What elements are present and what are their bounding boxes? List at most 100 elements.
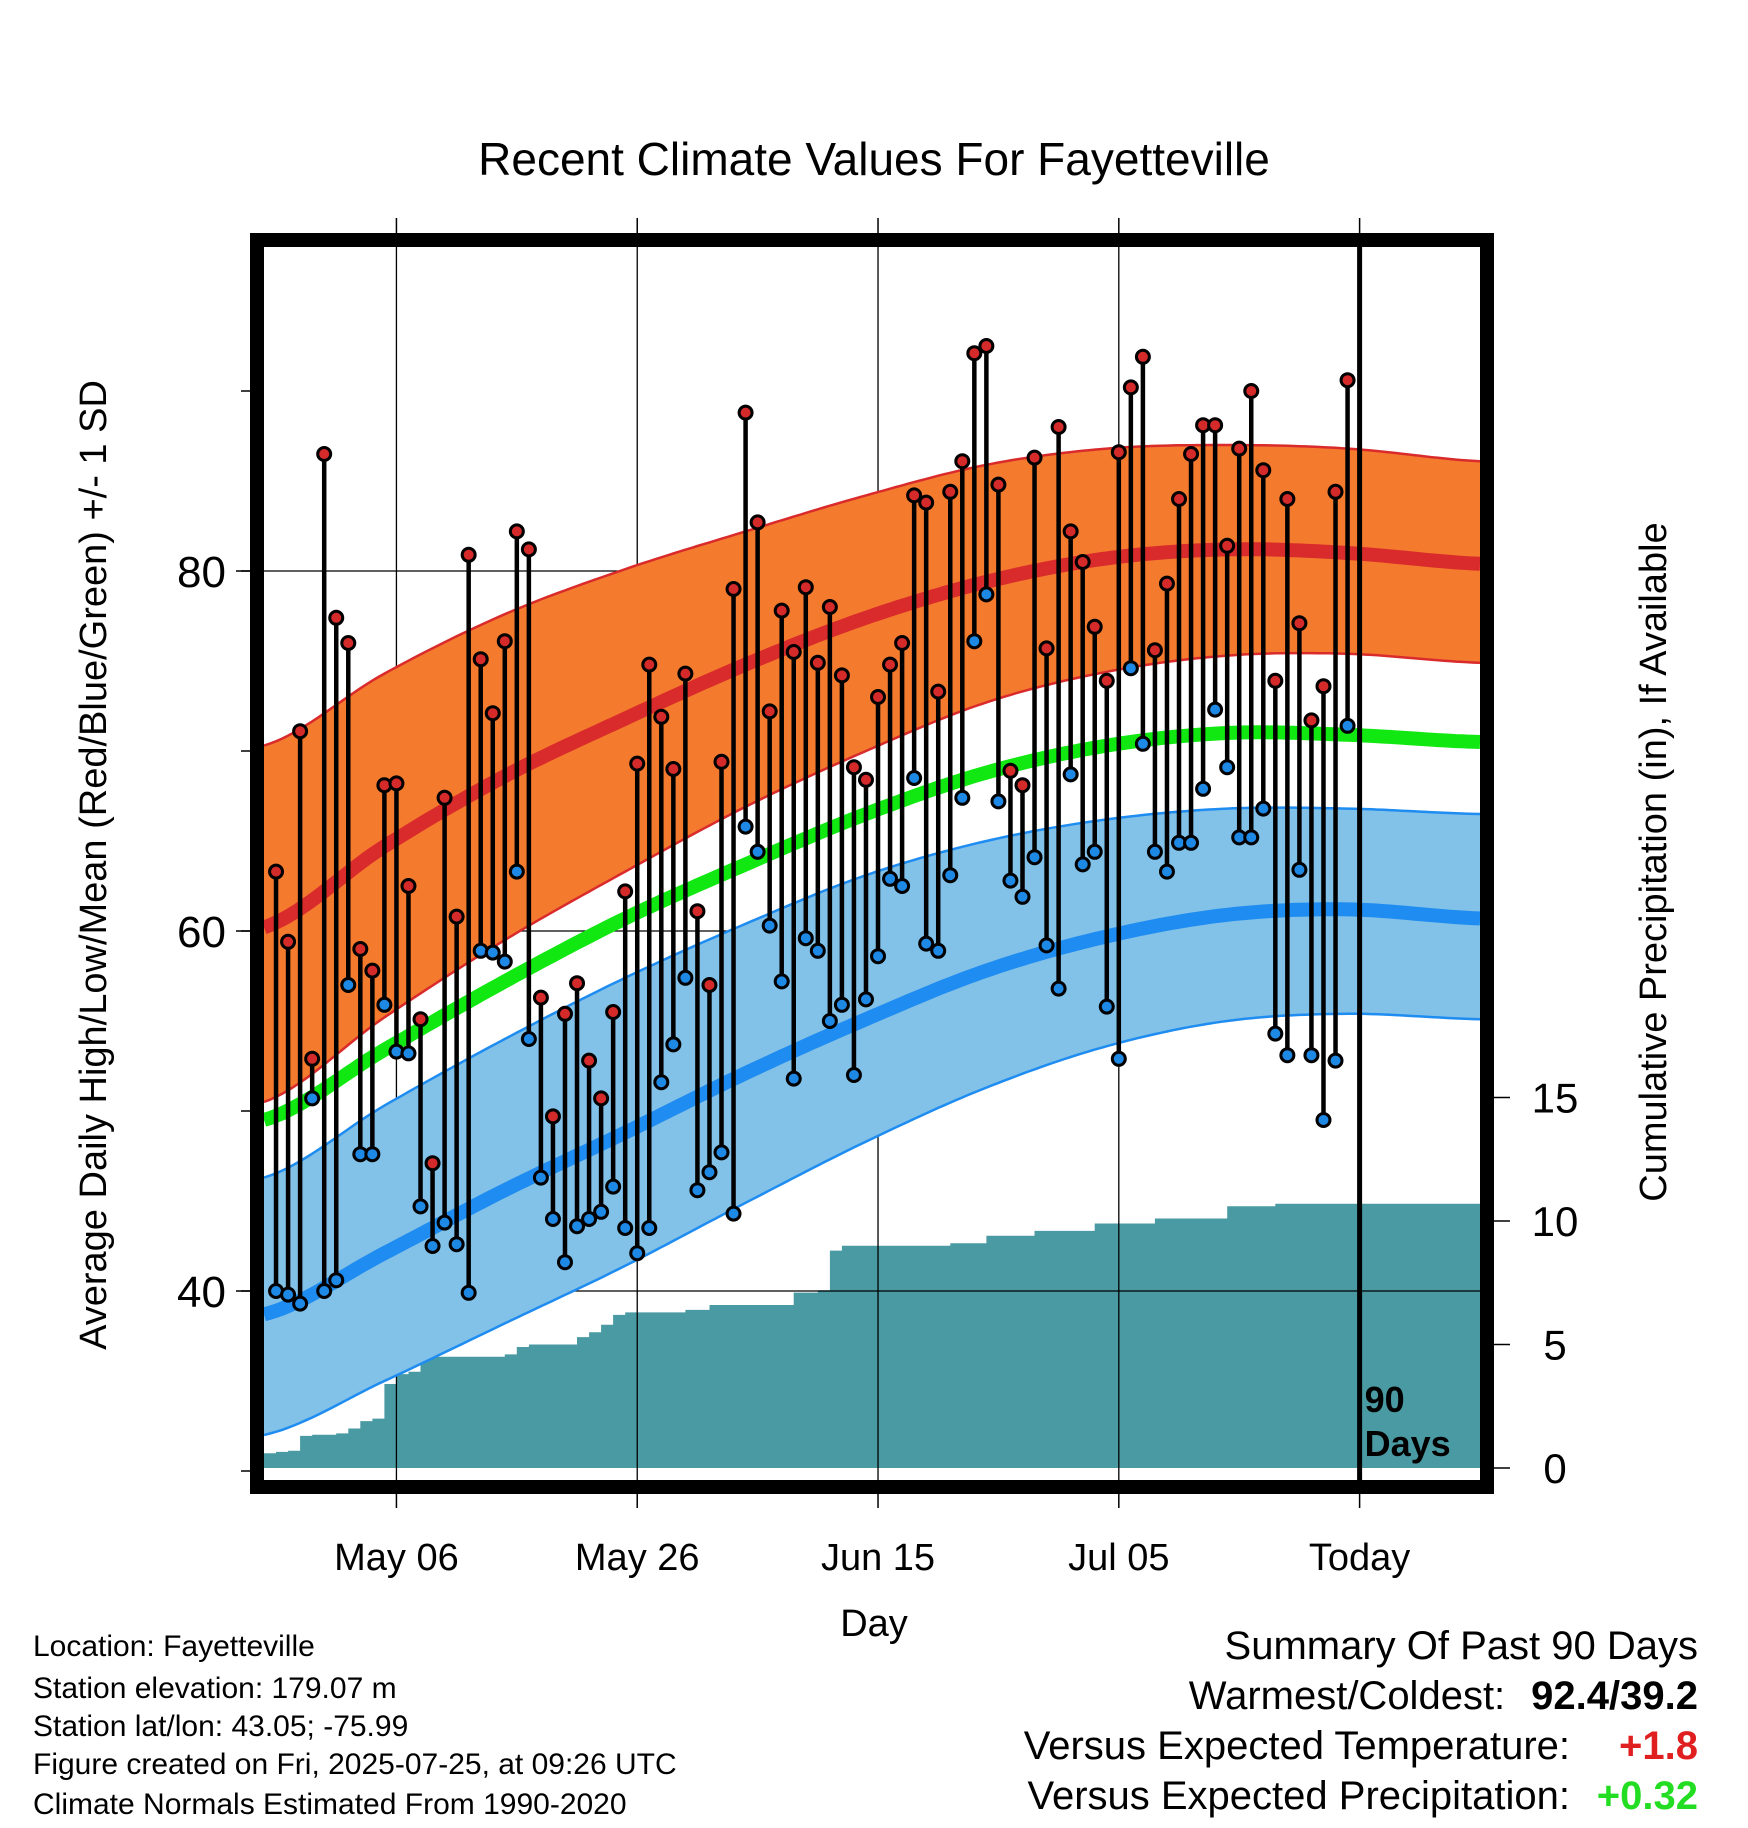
daily-high-point <box>1219 537 1236 554</box>
daily-high-point <box>496 633 513 650</box>
summary-title: Summary Of Past 90 Days <box>1224 1624 1698 1668</box>
daily-low-point <box>665 1036 682 1053</box>
daily-high-point <box>978 338 995 354</box>
daily-low-point <box>316 1283 333 1299</box>
daily-high-point <box>1158 575 1175 592</box>
daily-high-point <box>292 723 309 740</box>
daily-low-point <box>930 942 947 959</box>
daily-range <box>1110 444 1127 1067</box>
daily-low-point <box>364 1146 381 1163</box>
daily-range <box>990 476 1007 810</box>
summary-precip-label: Versus Expected Precipitation: <box>1027 1774 1570 1818</box>
daily-high-point <box>316 446 333 462</box>
daily-range <box>749 514 766 860</box>
daily-low-point <box>870 948 887 965</box>
daily-high-point <box>508 523 525 540</box>
daily-low-point <box>593 1203 610 1220</box>
daily-range <box>785 644 802 1087</box>
daily-range <box>930 683 947 959</box>
daily-low-point <box>906 770 923 786</box>
daily-high-point <box>280 933 297 950</box>
y2-axis-label: Cumulative Precipitation (in), If Availa… <box>1633 522 1675 1201</box>
footer-latlon: Station lat/lon: 43.05; -75.99 <box>33 1710 409 1743</box>
daily-high-point <box>809 654 826 671</box>
y2-tick-label: 0 <box>1543 1445 1566 1492</box>
daily-low-point <box>1255 800 1272 817</box>
daily-high-point <box>701 977 718 993</box>
daily-range <box>954 453 971 806</box>
daily-high-point <box>1291 615 1308 632</box>
daily-low-point <box>653 1074 670 1091</box>
daily-high-point <box>556 1005 573 1022</box>
daily-high-point <box>713 753 730 770</box>
daily-range <box>677 665 694 986</box>
daily-high-point <box>677 665 694 682</box>
daily-range <box>496 633 513 970</box>
daily-low-point <box>629 1245 646 1262</box>
daily-range <box>1122 379 1139 677</box>
daily-low-point <box>1026 849 1043 866</box>
daily-low-point <box>1050 980 1067 997</box>
daily-low-point <box>809 942 826 959</box>
daily-high-point <box>544 1108 561 1125</box>
daily-low-point <box>1219 759 1236 776</box>
daily-low-point <box>797 930 814 947</box>
daily-high-point <box>906 487 923 504</box>
daily-range <box>701 977 718 1181</box>
daily-range <box>641 656 658 1236</box>
daily-range <box>857 771 874 1008</box>
daily-high-point <box>304 1050 321 1067</box>
daily-range <box>436 789 453 1231</box>
daily-range <box>821 599 838 1029</box>
daily-range <box>809 654 826 959</box>
daily-low-point <box>833 996 850 1013</box>
daily-low-point <box>1110 1050 1127 1067</box>
daily-high-point <box>665 761 682 777</box>
daily-high-point <box>1327 483 1344 500</box>
daily-high-point <box>1279 491 1296 507</box>
daily-low-point <box>1291 861 1308 878</box>
x-axis-label: Day <box>840 1603 908 1645</box>
daily-high-point <box>966 345 983 362</box>
daily-high-point <box>773 602 790 619</box>
low-sd-band <box>264 807 1480 1435</box>
today-label-days: Days <box>1365 1423 1451 1464</box>
summary-warmest-label: Warmest/Coldest: <box>1188 1674 1506 1718</box>
daily-high-point <box>918 494 935 511</box>
daily-low-point <box>412 1198 429 1215</box>
daily-range <box>737 404 754 835</box>
daily-low-point <box>1315 1112 1332 1128</box>
daily-range <box>725 581 742 1222</box>
x-tick-label: May 06 <box>334 1537 459 1579</box>
daily-low-point <box>1267 1025 1284 1042</box>
daily-low-point <box>737 818 754 835</box>
daily-high-point <box>1062 523 1079 540</box>
daily-range <box>906 487 923 786</box>
y-tick-label: 40 <box>177 1268 226 1317</box>
footer-created: Figure created on Fri, 2025-07-25, at 09… <box>33 1748 677 1781</box>
daily-low-point <box>1086 843 1103 860</box>
daily-high-point <box>460 546 477 563</box>
daily-low-point <box>725 1205 742 1222</box>
daily-high-point <box>340 635 357 651</box>
daily-high-point <box>569 975 586 992</box>
daily-range <box>1134 348 1151 752</box>
daily-range <box>653 708 670 1091</box>
daily-range <box>1098 672 1115 1015</box>
daily-range <box>918 494 935 952</box>
daily-range <box>978 338 995 603</box>
daily-high-point <box>1002 762 1019 779</box>
daily-range <box>1291 615 1308 878</box>
daily-range <box>556 1005 573 1271</box>
daily-high-point <box>1171 491 1188 507</box>
daily-range <box>1158 575 1175 880</box>
daily-low-point <box>448 1236 465 1253</box>
daily-high-point <box>1122 379 1139 396</box>
daily-range <box>1062 523 1079 783</box>
plot-frame <box>250 233 1494 1494</box>
y2-tick-label: 10 <box>1532 1198 1579 1245</box>
precipitation-area <box>264 1203 1480 1468</box>
y2-tick-label: 15 <box>1532 1075 1579 1122</box>
daily-high-point <box>424 1155 441 1172</box>
daily-high-point <box>1074 554 1091 570</box>
